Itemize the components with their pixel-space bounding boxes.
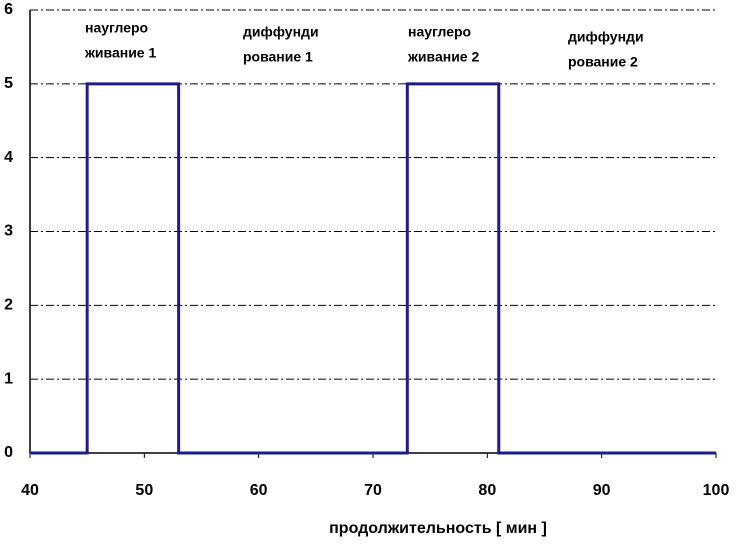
y-tick-label: 2: [4, 297, 13, 314]
y-tick-label: 4: [4, 149, 13, 166]
x-tick-label: 70: [364, 482, 382, 499]
y-tick-label: 3: [4, 223, 13, 240]
annotation: диффунди: [243, 24, 319, 40]
data-line: [30, 82, 716, 455]
x-tick-label: 90: [593, 482, 611, 499]
x-tick-label: 60: [250, 482, 268, 499]
x-tick-label: 50: [135, 482, 153, 499]
y-tick-label: 1: [4, 370, 13, 387]
annotation: живание 2: [407, 49, 479, 65]
y-tick-label: 0: [4, 444, 13, 461]
annotation: живание 1: [84, 45, 156, 61]
annotation: науглеро: [408, 24, 471, 40]
y-tick-label: 6: [4, 1, 13, 18]
x-axis-label: продолжительность [ мин ]: [329, 520, 547, 537]
y-tick-label: 5: [4, 75, 13, 92]
x-tick-label: 100: [703, 482, 730, 499]
x-tick-label: 40: [21, 482, 39, 499]
annotation: диффунди: [568, 29, 644, 45]
annotation: науглеро: [85, 20, 148, 36]
annotation: рование 2: [568, 54, 638, 70]
x-tick-label: 80: [478, 482, 496, 499]
annotation: рование 1: [243, 49, 313, 65]
